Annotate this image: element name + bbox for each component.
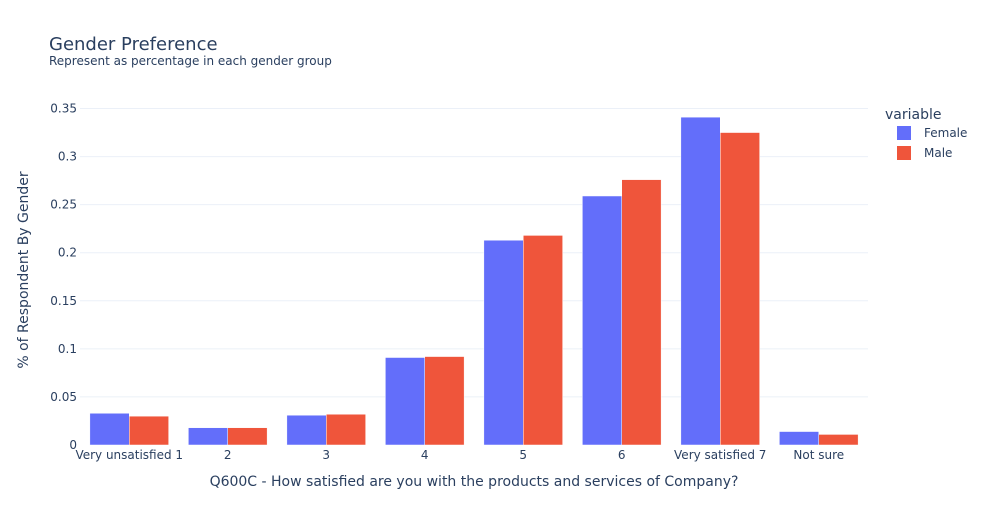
bar-female[interactable]: [779, 431, 819, 446]
bar-female[interactable]: [89, 413, 130, 446]
x-tick-label: 6: [618, 448, 626, 462]
bar-male[interactable]: [523, 235, 563, 446]
y-tick-label: 0: [69, 438, 77, 452]
y-axis-title: % of Respondent By Gender: [16, 171, 32, 369]
legend-label: Male: [924, 146, 952, 160]
bar-male[interactable]: [326, 413, 366, 446]
legend-item-female[interactable]: Female: [897, 126, 967, 140]
bar-male[interactable]: [621, 179, 662, 446]
chart-subtitle: Represent as percentage in each gender g…: [49, 54, 332, 68]
legend-swatch: [897, 126, 911, 140]
bar-female[interactable]: [483, 239, 524, 446]
y-tick-label: 0.05: [50, 390, 77, 404]
x-tick-label: Not sure: [793, 448, 844, 462]
bar-male[interactable]: [227, 427, 268, 446]
x-tick-label: 5: [519, 448, 527, 462]
bar-female[interactable]: [385, 357, 426, 446]
x-axis-ticks: Very unsatisfied 1 2 3 4 5 6 Very satisfied 7 N…: [75, 448, 844, 462]
bar-female[interactable]: [188, 427, 229, 446]
bar-male[interactable]: [129, 415, 169, 446]
chart-title: Gender Preference: [49, 34, 218, 55]
x-tick-label: Very unsatisfied 1: [75, 448, 183, 462]
bar-male[interactable]: [720, 132, 760, 446]
gridlines: [80, 108, 868, 398]
y-tick-label: 0.2: [58, 246, 77, 260]
bar-female[interactable]: [286, 414, 327, 446]
y-tick-label: 0.1: [58, 342, 77, 356]
bar-female[interactable]: [680, 116, 721, 446]
y-tick-label: 0.3: [58, 150, 77, 164]
bars: [89, 116, 859, 446]
x-tick-label: 3: [322, 448, 330, 462]
y-tick-label: 0.25: [50, 198, 77, 212]
x-tick-label: 4: [421, 448, 429, 462]
legend-title: variable: [885, 107, 941, 123]
y-tick-label: 0.15: [50, 294, 77, 308]
x-tick-label: Very satisfied 7: [674, 448, 766, 462]
x-tick-label: 2: [224, 448, 232, 462]
legend[interactable]: variable Female Male: [885, 107, 967, 160]
legend-item-male[interactable]: Male: [897, 146, 952, 160]
legend-swatch: [897, 146, 911, 160]
bar-male[interactable]: [818, 434, 859, 446]
y-tick-label: 0.35: [50, 102, 77, 116]
bar-female[interactable]: [582, 195, 622, 446]
legend-label: Female: [924, 126, 967, 140]
x-axis-title: Q600C - How satisfied are you with the p…: [210, 474, 739, 490]
bar-male[interactable]: [424, 356, 465, 446]
y-axis-ticks: 0 0.05 0.1 0.15 0.2 0.25 0.3 0.35: [50, 102, 77, 453]
